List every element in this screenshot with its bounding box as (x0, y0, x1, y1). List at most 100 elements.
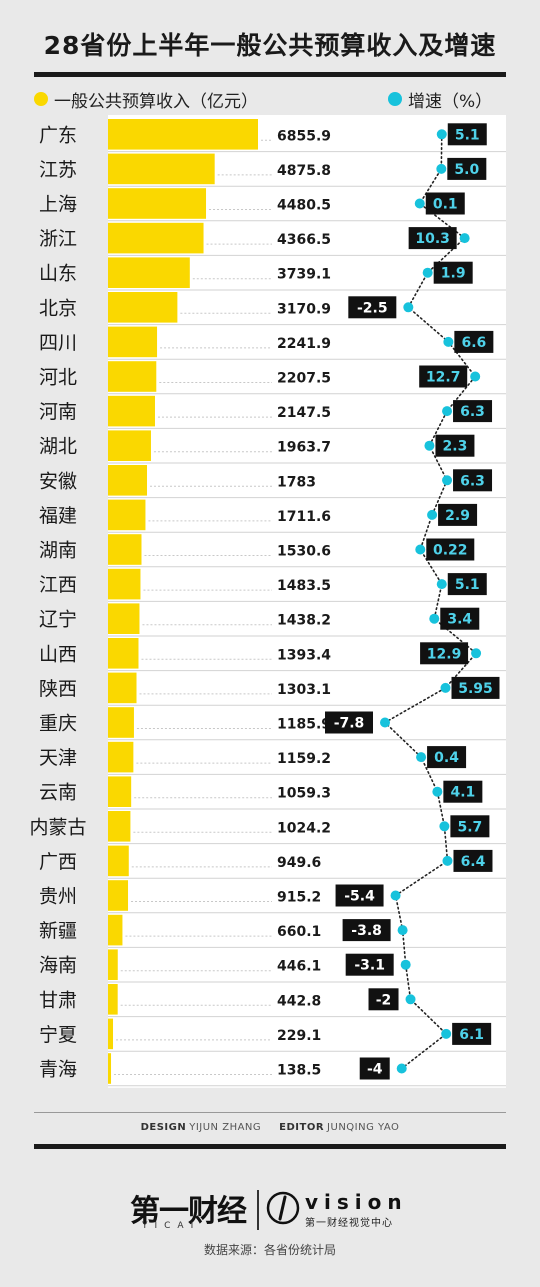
growth-label-box (348, 296, 397, 319)
income-bar (108, 153, 215, 185)
province-label: 北京 (39, 297, 77, 319)
growth-label: 5.95 (458, 681, 493, 697)
province-label: 海南 (39, 955, 77, 977)
growth-point (432, 786, 443, 797)
growth-point (471, 648, 482, 659)
income-bar (108, 914, 123, 946)
growth-label-box (450, 815, 490, 838)
growth-label: -3.1 (354, 958, 385, 974)
income-value-label: 1711.6 (277, 509, 331, 525)
growth-point (436, 129, 447, 140)
vision-logo-sub: 第一财经视觉中心 (305, 1218, 393, 1229)
income-value-label: 1963.7 (277, 440, 331, 456)
vision-logo: vision (305, 1190, 408, 1214)
income-value-label: 3170.9 (277, 301, 331, 317)
province-label: 甘肃 (39, 989, 77, 1011)
growth-line (383, 133, 478, 1070)
income-bar (108, 430, 151, 461)
growth-point (441, 1028, 452, 1039)
income-bar (108, 811, 131, 842)
growth-point (396, 1063, 407, 1074)
growth-point (380, 717, 390, 728)
chart: 广东 6855.9 江苏 4875.8 上海 4480.5 浙江 4366.5 山东 3739.1… (29, 115, 506, 1088)
growth-point (470, 371, 481, 382)
province-label: 上海 (39, 194, 77, 216)
growth-point (405, 994, 416, 1005)
growth-label-box (447, 123, 487, 146)
growth-label-box (453, 849, 493, 872)
income-value-label: 442.8 (277, 993, 321, 1009)
growth-label-box (451, 676, 500, 699)
province-label: 浙江 (39, 228, 77, 250)
province-label: 湖北 (39, 436, 77, 458)
growth-point (415, 544, 426, 555)
growth-point (403, 302, 414, 313)
income-value-label: 1303.1 (277, 682, 331, 698)
income-value-label: 915.2 (277, 890, 321, 906)
growth-label-box (454, 330, 494, 353)
growth-label: 5.0 (454, 162, 479, 178)
province-label: 四川 (39, 332, 77, 354)
growth-label-box (452, 1022, 492, 1045)
income-bar (108, 499, 146, 531)
growth-point (414, 198, 425, 209)
credits: DESIGN YIJUN ZHANG EDITOR JUNQING YAO (0, 1122, 540, 1133)
growth-label: -2.5 (357, 300, 388, 316)
income-bar (108, 1053, 112, 1084)
income-value-label: 1024.2 (277, 820, 331, 836)
income-value-label: 4480.5 (277, 198, 331, 214)
growth-point (422, 267, 433, 278)
growth-label-box (453, 469, 493, 492)
growth-label-box (408, 227, 457, 250)
growth-label: -2 (376, 992, 392, 1008)
growth-label: 2.3 (443, 439, 468, 455)
growth-point (443, 336, 454, 347)
income-value-label: 1783 (277, 474, 316, 490)
growth-label: -5.4 (344, 889, 375, 905)
growth-label: -3.8 (351, 923, 382, 939)
income-bar (108, 257, 190, 288)
growth-label-box (425, 192, 465, 215)
yicai-logo: 第一财经 (130, 1194, 247, 1229)
growth-point (390, 890, 401, 901)
growth-point (440, 682, 451, 693)
growth-point (427, 509, 438, 520)
province-label: 江苏 (39, 159, 77, 181)
editor-label: EDITOR (279, 1122, 325, 1133)
income-value-label: 1159.2 (277, 751, 331, 767)
province-label: 福建 (39, 505, 77, 527)
chart-title: 28省份上半年一般公共预算收入及增速 (43, 31, 497, 60)
legend-income-label: 一般公共预算收入（亿元） (54, 91, 258, 112)
growth-label-box (435, 434, 475, 457)
growth-label-box (342, 919, 391, 942)
growth-label-box (420, 642, 469, 665)
growth-label-box (447, 157, 487, 180)
income-bar (108, 188, 207, 219)
province-label: 河北 (39, 367, 77, 389)
growth-label: 6.4 (461, 854, 486, 870)
editor-name: JUNQING YAO (327, 1122, 400, 1133)
province-label: 江西 (39, 574, 77, 596)
income-value-label: 660.1 (277, 924, 321, 940)
income-bar (108, 949, 118, 980)
income-value-label: 229.1 (277, 1028, 321, 1044)
income-bar (108, 638, 139, 669)
growth-label: 3.4 (447, 612, 472, 628)
growth-label: 5.7 (457, 819, 482, 835)
growth-label-box (426, 538, 475, 561)
growth-label: 5.1 (455, 127, 480, 143)
province-label: 广东 (39, 124, 77, 146)
growth-label: -7.8 (334, 716, 365, 732)
growth-label-box (453, 400, 493, 423)
growth-label-box (427, 746, 467, 769)
income-bar (108, 984, 118, 1015)
income-value-label: 3739.1 (277, 267, 331, 283)
growth-point (436, 163, 447, 174)
growth-point (397, 925, 408, 936)
income-bar (108, 603, 140, 634)
province-label: 湖南 (39, 540, 77, 562)
province-label: 内蒙古 (29, 816, 86, 838)
legend-income-swatch (34, 92, 48, 106)
design-name: YIJUN ZHANG (189, 1122, 262, 1133)
income-bar (108, 845, 129, 877)
